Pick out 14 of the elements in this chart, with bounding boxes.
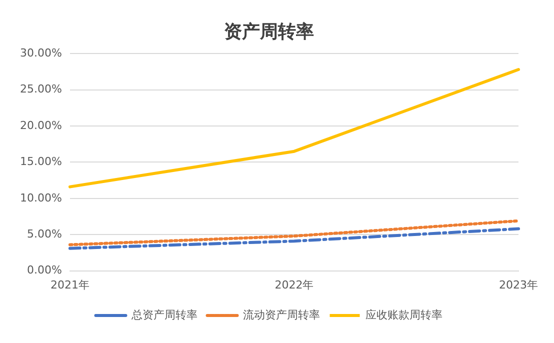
x-tick-label: 2023年 xyxy=(499,278,538,292)
y-tick-label: 25.00% xyxy=(20,82,62,96)
legend-label: 流动资产周转率 xyxy=(242,308,320,322)
y-tick-label: 20.00% xyxy=(20,118,62,132)
x-tick-label: 2022年 xyxy=(274,278,314,292)
y-tick-label: 0.00% xyxy=(26,264,62,277)
y-tick-label: 10.00% xyxy=(20,191,62,204)
chart-title: 资产周转率 xyxy=(224,21,314,42)
legend-label: 总资产周转率 xyxy=(130,308,198,322)
x-tick-label: 2021年 xyxy=(50,278,90,292)
legend-label: 应收账款周转率 xyxy=(365,308,442,322)
y-tick-label: 15.00% xyxy=(20,155,62,168)
y-tick-label: 30.00% xyxy=(20,46,62,60)
y-tick-label: 5.00% xyxy=(26,227,62,240)
